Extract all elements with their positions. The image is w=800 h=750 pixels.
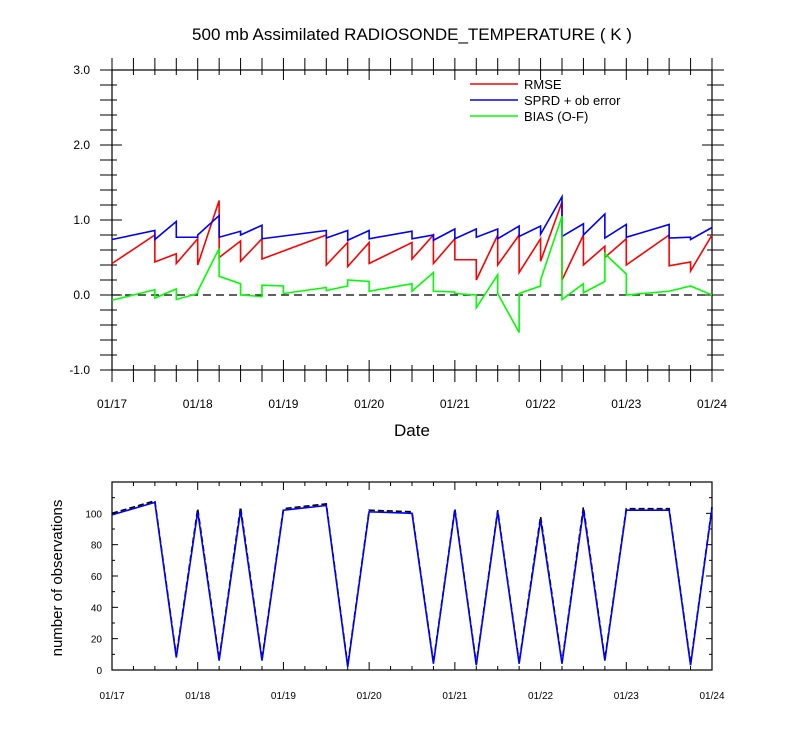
bottom-x-tick-label: 01/22 [528, 691, 553, 702]
legend-label: RMSE [524, 77, 562, 92]
top-series-line-2 [111, 215, 713, 333]
top-panel: 01/17 01/18 01/19 01/20 01/21 01/22 01/23 01/24… [69, 58, 727, 411]
top-x-tick-label: 01/17 [97, 397, 127, 411]
bottom-x-tick-label: 01/24 [699, 691, 724, 702]
legend-label: SPRD + ob error [524, 93, 621, 108]
bottom-y-axis-label: number of observations [49, 500, 66, 657]
bottom-x-tick-label: 01/17 [99, 691, 124, 702]
top-y-tick-label: 1.0 [73, 213, 90, 227]
legend-label: BIAS (O-F) [524, 109, 588, 124]
bottom-series-line-0 [111, 499, 713, 666]
chart-title: 500 mb Assimilated RADIOSONDE_TEMPERATUR… [192, 25, 632, 44]
top-series-line-1 [111, 193, 713, 242]
bottom-series-line-1 [111, 501, 713, 667]
top-x-tick-label: 01/19 [268, 397, 298, 411]
top-x-tick-label: 01/21 [440, 397, 470, 411]
bottom-x-tick-label: 01/18 [185, 691, 210, 702]
bottom-y-tick-label: 40 [91, 603, 103, 614]
top-x-tick-label: 01/18 [183, 397, 213, 411]
top-x-tick-label: 01/24 [697, 397, 727, 411]
bottom-y-tick-label: 80 [91, 541, 103, 552]
bottom-y-tick-label: 60 [91, 572, 103, 583]
top-series-line-0 [111, 200, 713, 281]
bottom-frame [111, 481, 713, 671]
bottom-panel: 01/17 01/18 01/19 01/20 01/21 01/22 01/23 01/24… [85, 481, 725, 702]
top-x-axis-label: Date [394, 421, 430, 440]
bottom-y-tick-label: 0 [96, 666, 102, 677]
bottom-y-tick-label: 100 [85, 509, 102, 520]
bottom-x-tick-label: 01/20 [357, 691, 382, 702]
top-y-tick-label: -1.0 [69, 363, 90, 377]
top-y-tick-label: 0.0 [73, 288, 90, 302]
top-x-tick-label: 01/20 [354, 397, 384, 411]
bottom-x-tick-label: 01/19 [271, 691, 296, 702]
bottom-y-tick-label: 20 [91, 635, 103, 646]
top-y-tick-label: 3.0 [73, 63, 90, 77]
top-frame [111, 69, 713, 371]
bottom-x-tick-label: 01/23 [614, 691, 639, 702]
bottom-x-tick-label: 01/21 [442, 691, 467, 702]
top-x-tick-label: 01/23 [611, 397, 641, 411]
top-x-tick-label: 01/22 [526, 397, 556, 411]
top-y-tick-label: 2.0 [73, 138, 90, 152]
